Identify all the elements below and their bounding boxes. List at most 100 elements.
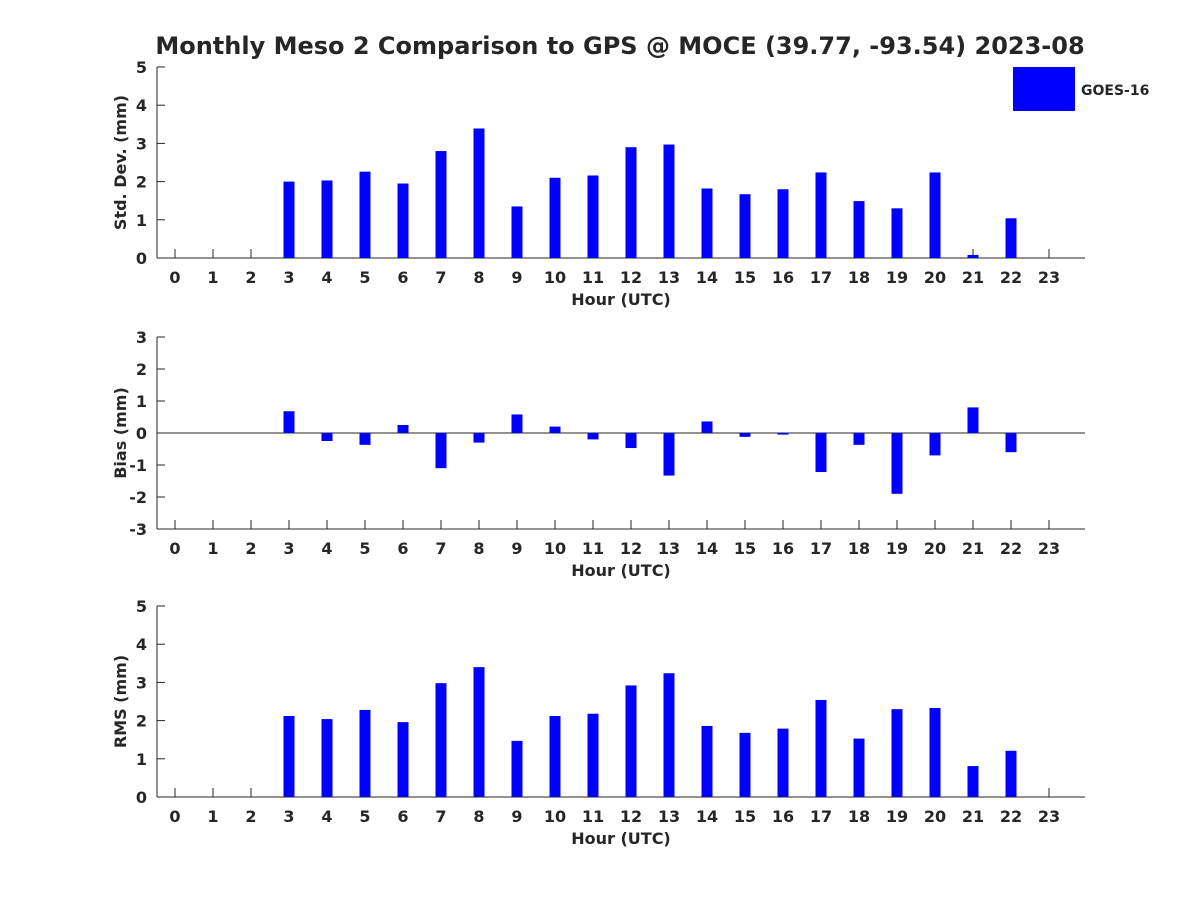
bar-stddev-hour-5: [359, 171, 371, 258]
x-tick-label: 20: [924, 268, 946, 287]
x-tick-label: 0: [169, 807, 180, 826]
x-tick-label: 18: [848, 807, 870, 826]
x-axis-label: Hour (UTC): [571, 829, 671, 848]
bar-rms-hour-11: [587, 713, 599, 797]
bar-rms-hour-9: [511, 740, 523, 797]
bar-bias-hour-13: [663, 433, 675, 476]
x-tick-label: 23: [1038, 268, 1060, 287]
bar-bias-hour-11: [587, 433, 599, 440]
x-tick-label: 3: [283, 268, 294, 287]
bar-rms-hour-7: [435, 683, 447, 797]
y-tick-label: 5: [136, 58, 147, 77]
x-tick-label: 15: [734, 268, 756, 287]
x-tick-label: 20: [924, 807, 946, 826]
x-tick-label: 10: [544, 268, 566, 287]
bar-rms-hour-20: [929, 707, 941, 797]
y-axis-label: Bias (mm): [111, 387, 130, 479]
bar-rms-hour-15: [739, 732, 751, 797]
legend-swatch: [1013, 67, 1075, 111]
bar-bias-hour-6: [397, 425, 409, 433]
bar-stddev-hour-14: [701, 188, 713, 258]
x-tick-label: 5: [359, 268, 370, 287]
bar-rms-hour-18: [853, 738, 865, 797]
legend: GOES-16: [1013, 67, 1149, 111]
bar-bias-hour-14: [701, 421, 713, 433]
bar-stddev-hour-11: [587, 175, 599, 258]
bar-bias-hour-15: [739, 433, 751, 437]
x-tick-label: 2: [245, 539, 256, 558]
bar-rms-hour-8: [473, 667, 485, 797]
y-tick-label: 5: [136, 597, 147, 616]
x-tick-label: 23: [1038, 539, 1060, 558]
x-tick-label: 11: [582, 539, 604, 558]
bar-rms-hour-14: [701, 725, 713, 797]
x-tick-label: 11: [582, 268, 604, 287]
bar-rms-hour-19: [891, 709, 903, 797]
x-tick-label: 7: [435, 539, 446, 558]
bar-rms-hour-12: [625, 685, 637, 797]
bar-bias-hour-4: [321, 433, 333, 441]
bar-stddev-hour-20: [929, 172, 941, 258]
bar-stddev-hour-15: [739, 194, 751, 258]
x-tick-label: 21: [962, 807, 984, 826]
figure-title: Monthly Meso 2 Comparison to GPS @ MOCE …: [155, 32, 1084, 60]
x-tick-label: 17: [810, 268, 832, 287]
bar-stddev-hour-4: [321, 180, 333, 258]
y-tick-label: 2: [136, 360, 147, 379]
x-tick-label: 4: [321, 539, 332, 558]
y-axis-label: RMS (mm): [111, 655, 130, 748]
x-tick-label: 9: [511, 807, 522, 826]
x-tick-label: 7: [435, 268, 446, 287]
x-tick-label: 8: [473, 807, 484, 826]
bar-bias-hour-10: [549, 426, 561, 433]
bar-stddev-hour-8: [473, 128, 485, 258]
bar-stddev-hour-16: [777, 189, 789, 258]
bar-stddev-hour-3: [283, 181, 295, 258]
bar-bias-hour-22: [1005, 433, 1017, 453]
y-axis-label: Std. Dev. (mm): [111, 95, 130, 230]
x-tick-label: 5: [359, 539, 370, 558]
x-tick-label: 10: [544, 539, 566, 558]
bar-stddev-hour-6: [397, 183, 409, 258]
x-tick-label: 1: [207, 539, 218, 558]
bar-rms-hour-21: [967, 766, 979, 797]
x-tick-label: 16: [772, 539, 794, 558]
bar-rms-hour-16: [777, 728, 789, 797]
x-tick-label: 19: [886, 807, 908, 826]
x-tick-label: 7: [435, 807, 446, 826]
y-tick-label: 1: [136, 392, 147, 411]
x-tick-label: 12: [620, 268, 642, 287]
bar-stddev-hour-17: [815, 172, 827, 258]
bar-bias-hour-17: [815, 433, 827, 473]
x-tick-label: 2: [245, 807, 256, 826]
bar-rms-hour-5: [359, 709, 371, 797]
x-tick-label: 15: [734, 539, 756, 558]
bar-rms-hour-10: [549, 716, 561, 797]
y-tick-label: 1: [136, 211, 147, 230]
bar-stddev-hour-10: [549, 177, 561, 258]
legend-label: GOES-16: [1081, 83, 1149, 99]
x-tick-label: 10: [544, 807, 566, 826]
y-tick-label: 3: [136, 134, 147, 153]
bar-bias-hour-8: [473, 433, 485, 443]
y-tick-label: 4: [136, 635, 147, 654]
y-tick-label: 3: [136, 328, 147, 347]
bar-rms-hour-4: [321, 719, 333, 797]
x-tick-label: 1: [207, 268, 218, 287]
x-tick-label: 22: [1000, 268, 1022, 287]
bar-stddev-hour-9: [511, 206, 523, 258]
x-tick-label: 16: [772, 807, 794, 826]
y-tick-label: 0: [136, 424, 147, 443]
y-tick-label: 3: [136, 673, 147, 692]
x-tick-label: 6: [397, 807, 408, 826]
bar-stddev-hour-13: [663, 144, 675, 258]
bar-bias-hour-9: [511, 414, 523, 433]
x-tick-label: 17: [810, 539, 832, 558]
x-tick-label: 3: [283, 539, 294, 558]
x-tick-label: 9: [511, 268, 522, 287]
y-tick-label: 1: [136, 750, 147, 769]
